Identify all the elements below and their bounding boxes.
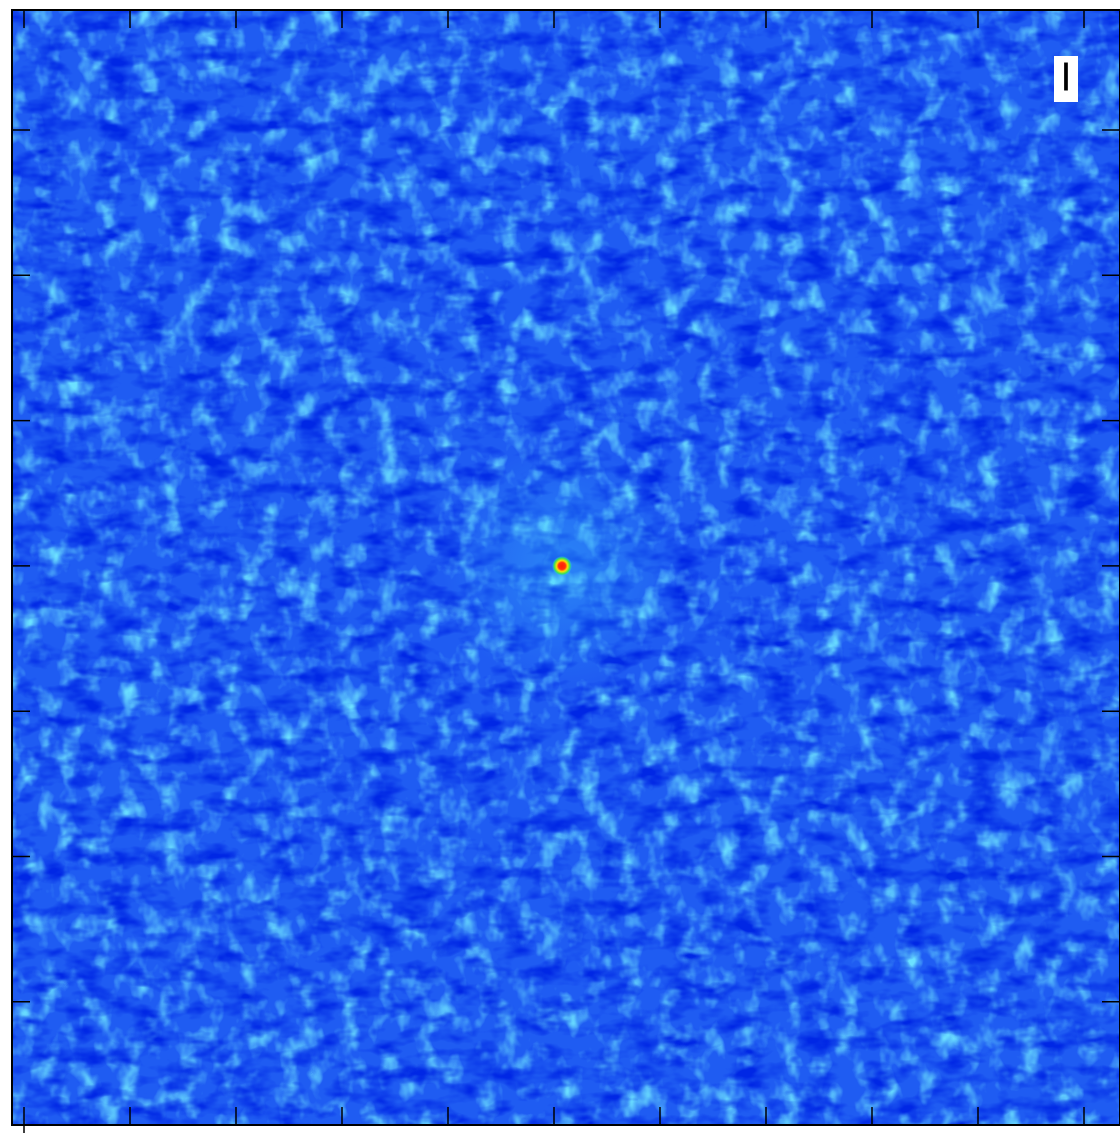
image-area (12, 10, 1120, 1125)
sky-map: I (0, 0, 1120, 1133)
stokes-label: I (1060, 56, 1071, 100)
source (552, 556, 572, 576)
